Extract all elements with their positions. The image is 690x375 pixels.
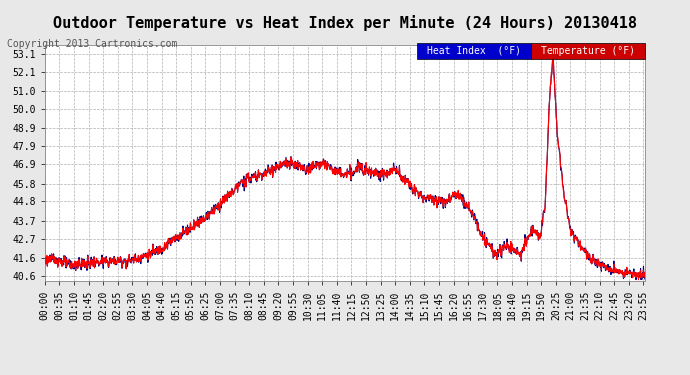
Text: Outdoor Temperature vs Heat Index per Minute (24 Hours) 20130418: Outdoor Temperature vs Heat Index per Mi…: [53, 15, 637, 31]
Text: Copyright 2013 Cartronics.com: Copyright 2013 Cartronics.com: [7, 39, 177, 49]
